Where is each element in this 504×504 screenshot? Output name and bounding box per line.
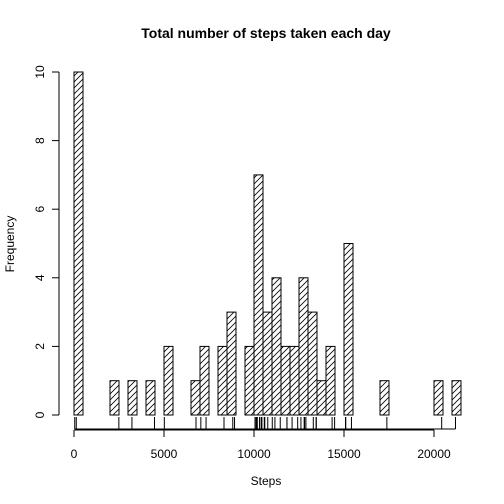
histogram-bar <box>262 311 273 416</box>
histogram-bar <box>217 345 228 416</box>
histogram-bar <box>127 380 138 416</box>
histogram-bar <box>253 174 264 416</box>
y-axis-label: Frequency <box>3 216 17 273</box>
rug-axis <box>74 417 456 430</box>
y-tick-label: 10 <box>33 65 47 79</box>
histogram-bar <box>298 277 309 416</box>
histogram-bar <box>280 345 291 416</box>
x-axis-label: Steps <box>251 474 282 488</box>
histogram-bar <box>316 380 327 416</box>
histogram-bar <box>244 345 255 416</box>
histogram-bar <box>325 345 336 416</box>
x-tick-label: 15000 <box>327 447 361 461</box>
histogram-bar <box>190 380 201 416</box>
histogram-bar <box>145 380 156 416</box>
histogram-bar <box>271 277 282 416</box>
y-tick-label: 8 <box>33 137 47 144</box>
histogram-bar <box>109 380 120 416</box>
histogram-bar <box>307 311 318 416</box>
histogram-bar <box>163 345 174 416</box>
x-tick-label: 20000 <box>417 447 451 461</box>
y-tick-label: 2 <box>33 343 47 350</box>
y-axis: 0 2 4 6 8 10 <box>33 65 60 418</box>
histogram-bar <box>73 71 84 416</box>
histogram-bar <box>433 380 444 416</box>
x-tick-label: 10000 <box>237 447 271 461</box>
y-tick-label: 6 <box>33 206 47 213</box>
y-tick-label: 4 <box>33 274 47 281</box>
bars-group <box>73 71 462 416</box>
histogram-bar <box>199 345 210 416</box>
histogram-bar <box>226 311 237 416</box>
histogram-bar <box>451 380 462 416</box>
chart-title: Total number of steps taken each day <box>141 25 391 41</box>
x-tick-label: 5000 <box>151 447 178 461</box>
y-tick-label: 0 <box>33 411 47 418</box>
histogram-bar <box>289 345 300 416</box>
x-tick-label: 0 <box>71 447 78 461</box>
x-axis: 0 5000 10000 15000 20000 <box>71 429 451 461</box>
histogram-bar <box>343 243 354 416</box>
histogram-bar <box>379 380 390 416</box>
